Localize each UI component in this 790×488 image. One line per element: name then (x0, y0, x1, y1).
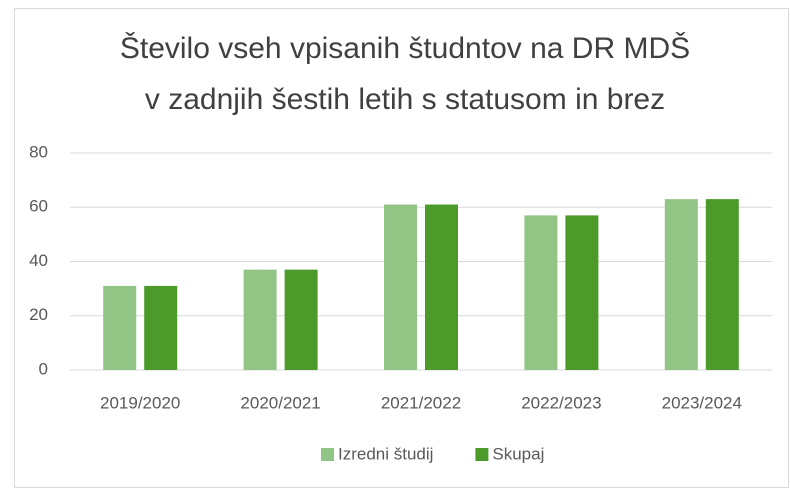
bar (103, 285, 137, 370)
legend-swatch (475, 448, 489, 461)
bar (524, 215, 558, 370)
chart-title: Število vseh vpisanih študntov na DR MDŠ (120, 31, 690, 65)
bar (705, 199, 739, 370)
x-tick-label: 2019/2020 (100, 393, 180, 412)
x-tick-label: 2021/2022 (381, 393, 461, 412)
y-tick-label: 0 (39, 359, 48, 378)
bar (565, 215, 599, 370)
legend-swatch (321, 448, 334, 461)
bar (243, 269, 277, 370)
y-tick-label: 20 (29, 305, 48, 324)
x-tick-label: 2020/2021 (240, 393, 320, 412)
chart-title: v zadnjih šestih letih s statusom in bre… (145, 83, 665, 116)
legend-label: Izredni študij (338, 444, 433, 463)
y-tick-label: 60 (29, 197, 48, 216)
bar (664, 199, 698, 370)
legend-label: Skupaj (492, 444, 544, 463)
bar (144, 285, 178, 370)
bar (284, 269, 318, 370)
x-tick-label: 2023/2024 (662, 393, 742, 412)
y-tick-label: 40 (29, 251, 48, 270)
bar (425, 204, 458, 370)
y-tick-label: 80 (29, 142, 48, 161)
x-tick-label: 2022/2023 (521, 393, 601, 412)
bar (384, 204, 417, 370)
